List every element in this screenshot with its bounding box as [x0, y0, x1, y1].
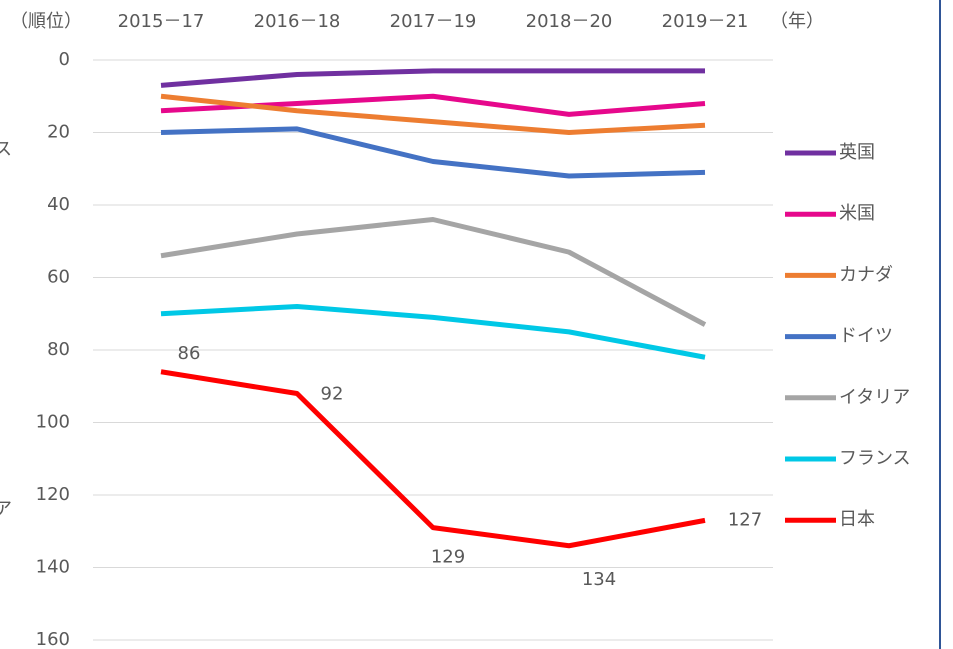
series-line: [160, 217, 707, 327]
x-tick-label: 2016－18: [254, 11, 341, 32]
annotation: ス: [0, 139, 12, 160]
y-axis-label: （順位）: [10, 11, 82, 32]
data-label: 134: [582, 569, 616, 590]
legend-label: フランス: [839, 448, 911, 469]
y-tick-label: 80: [47, 339, 70, 360]
y-tick-label: 140: [36, 557, 70, 578]
y-tick-label: 20: [47, 122, 70, 143]
series-line: [160, 369, 706, 549]
y-tick-label: 60: [47, 267, 70, 288]
legend-label: ドイツ: [839, 326, 893, 347]
x-tick-label: 2018－20: [526, 11, 613, 32]
series-line: [160, 93, 706, 135]
y-tick-label: 40: [47, 194, 70, 215]
legend-label: イタリア: [839, 387, 910, 408]
x-tick-label: 2019－21: [662, 11, 749, 32]
legend-label: 日本: [839, 509, 875, 530]
series-line: [160, 304, 706, 360]
series-line: [160, 68, 705, 88]
data-label: 127: [728, 509, 762, 530]
y-tick-label: 0: [59, 49, 70, 70]
legend-label: 米国: [839, 203, 875, 224]
annotation: ア: [0, 499, 12, 520]
y-tick-label: 100: [36, 412, 70, 433]
series-line: [160, 126, 706, 179]
y-tick-label: 160: [36, 629, 70, 649]
data-label: 86: [178, 343, 201, 364]
data-label: 92: [321, 384, 344, 405]
legend-label: 英国: [839, 142, 875, 163]
x-tick-label: 2015－17: [118, 11, 205, 32]
x-axis-label: （年）: [770, 11, 824, 32]
x-tick-label: 2017－19: [390, 11, 477, 32]
legend-label: カナダ: [839, 264, 893, 285]
data-label: 129: [431, 547, 465, 568]
y-tick-label: 120: [36, 484, 70, 505]
